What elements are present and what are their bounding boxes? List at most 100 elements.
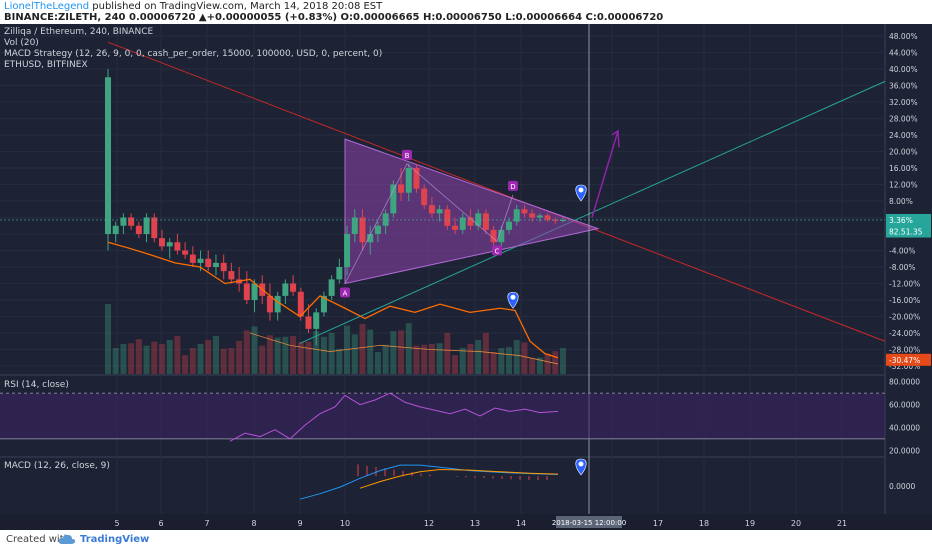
volume-bar <box>544 353 551 374</box>
location-pin-icon <box>575 458 587 476</box>
time-axis-bg <box>0 514 932 530</box>
crosshair-date-bg <box>556 516 622 528</box>
author-link[interactable]: LionelTheLegend <box>4 1 90 12</box>
macd-tick-label: 0.0000 <box>889 482 915 491</box>
candle-body <box>382 213 389 226</box>
volume-bar <box>398 330 405 374</box>
volume-bar <box>359 324 366 374</box>
volume-bar <box>467 344 474 374</box>
chart-title: Zilliqa / Ethereum, 240, BINANCE <box>4 27 154 37</box>
volume-bar <box>529 358 536 374</box>
pattern-point-label: B <box>405 152 410 160</box>
y-tick-label: -32.00% <box>889 362 920 371</box>
y-tick-label: 12.00% <box>889 181 918 190</box>
volume-bar <box>413 345 420 374</box>
candle-body <box>182 250 189 255</box>
y-tick-label: 28.00% <box>889 115 918 124</box>
x-tick-label: 20 <box>791 519 801 528</box>
volume-bar <box>120 344 127 374</box>
volume-bar <box>220 348 227 374</box>
candle-body <box>313 312 320 329</box>
y-tick-label: -24.00% <box>889 329 920 338</box>
volume-bar <box>490 352 497 374</box>
candle-body <box>405 168 412 193</box>
volume-bar <box>374 352 381 374</box>
publish-line: LionelTheLegend published on TradingView… <box>4 1 382 13</box>
y-tick-label: 20.00% <box>889 148 918 157</box>
volume-bar <box>436 343 443 374</box>
candle-body <box>536 215 543 218</box>
crosshair-date-label: 2018-03-15 12:00:00 <box>552 519 626 527</box>
candle-body <box>228 271 235 280</box>
candle-body <box>459 217 466 230</box>
volume-bar <box>174 336 181 374</box>
volume-bar <box>274 337 281 374</box>
candle-body <box>128 217 135 226</box>
volume-bar <box>166 340 173 374</box>
breakout-arrowhead <box>611 129 620 148</box>
volume-bar <box>251 326 258 374</box>
breakout-arrow <box>591 130 619 218</box>
volume-bar <box>428 344 435 374</box>
candle-body <box>205 258 212 267</box>
macd-legend: MACD (12, 26, close, 9) <box>4 461 110 471</box>
volume-bar <box>351 334 358 374</box>
candle-body <box>336 267 343 280</box>
x-tick-label: 18 <box>699 519 709 528</box>
x-tick-label: 6 <box>158 519 163 528</box>
pattern-point-label: A <box>343 290 348 298</box>
volume-bar <box>313 331 320 374</box>
volume-bar <box>197 344 204 374</box>
candle-body <box>351 217 358 234</box>
tradingview-brand[interactable]: TradingView <box>80 534 150 545</box>
candle-body <box>105 77 111 234</box>
candle-body <box>197 258 204 263</box>
volume-bar <box>236 340 243 374</box>
created-with-text: Created with <box>6 534 70 545</box>
volume-bar <box>105 304 111 374</box>
volume-bar <box>189 348 196 374</box>
volume-bar <box>552 351 559 374</box>
candle-body <box>421 188 428 206</box>
candle-body <box>174 242 181 251</box>
pattern-point-marker <box>340 287 350 298</box>
candle-body <box>544 215 551 220</box>
ethusd-pct-badge-bg <box>886 353 931 366</box>
ethusd-legend: ETHUSD, BITFINEX <box>4 60 88 70</box>
x-tick-label: 7 <box>204 519 209 528</box>
y-tick-label: 36.00% <box>889 82 918 91</box>
y-tick-label: -16.00% <box>889 296 920 305</box>
rsi-line <box>229 392 559 442</box>
volume-bar <box>266 335 273 374</box>
y-tick-label: 8.00% <box>889 197 913 206</box>
macd-strategy-legend: MACD Strategy (12, 26, 9, 0, 0, cash_per… <box>4 49 383 59</box>
pattern-point-marker <box>492 245 502 256</box>
candle-body <box>475 213 482 226</box>
symbol-line: BINANCE:ZILETH, 240 0.00006720 ▲+0.00000… <box>4 12 664 23</box>
volume-bar <box>459 348 466 374</box>
x-tick-label: 12 <box>424 519 434 528</box>
candle-body <box>112 225 119 234</box>
candle-body <box>212 262 219 267</box>
x-tick-label: 8 <box>251 519 256 528</box>
pattern-point-label: D <box>510 183 515 191</box>
volume-bar <box>320 336 327 374</box>
y-tick-label: -28.00% <box>889 346 920 355</box>
rsi-legend: RSI (14, close) <box>4 380 69 390</box>
volume-bar <box>444 332 451 374</box>
candle-body <box>297 291 304 317</box>
location-pin-icon <box>578 187 584 193</box>
chart-area[interactable]: 48.00% 44.00% 40.00% 36.00% 32.00% 28.00% 24.0… <box>0 24 932 530</box>
candle-body <box>320 295 327 313</box>
candle-body <box>266 295 273 313</box>
ethusd-badge: 82.51.35 <box>889 228 923 237</box>
y-tick-label: 44.00% <box>889 49 918 58</box>
volume-bar <box>328 332 335 374</box>
candle-body <box>467 217 474 226</box>
candle-body <box>490 229 497 243</box>
candle-body <box>274 295 281 313</box>
volume-bar <box>135 339 142 374</box>
candle-body <box>166 242 173 247</box>
red-trendline <box>107 41 886 342</box>
candle-body <box>428 205 435 214</box>
